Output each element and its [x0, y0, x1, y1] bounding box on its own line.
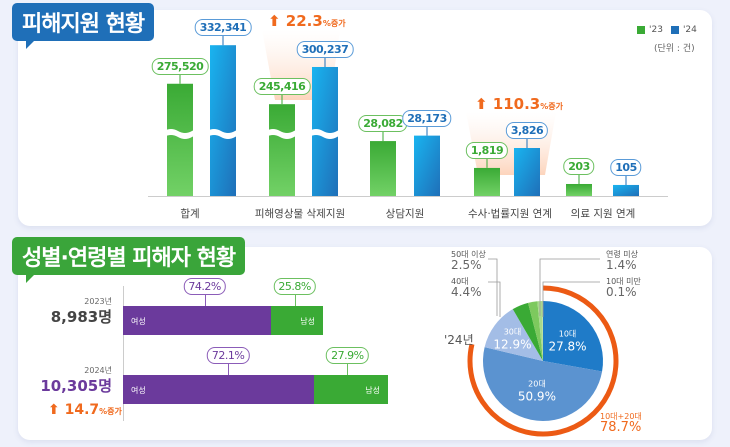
leader-line [488, 281, 501, 317]
bar-23 [566, 183, 592, 196]
legend-label-24: '24 [682, 25, 697, 35]
support-title: 피해지원 현황 [12, 3, 155, 49]
category-label: 의료 지원 연계 [570, 208, 636, 220]
female-pct: 74.2% [183, 278, 226, 295]
category-label: 수사·법률지원 연계 [468, 208, 552, 220]
pie-year: '24년 [444, 333, 474, 347]
legend: '23 '24 [637, 25, 697, 35]
category-label: 피해영상물 삭제지원 [254, 208, 346, 220]
pie-label-50s: 50대 이상 2.5% [451, 250, 486, 272]
year-label: 2024년 [84, 366, 112, 375]
leader-line [488, 258, 498, 316]
slice-label: 30대 [504, 327, 522, 336]
data-label: 275,520 [151, 57, 209, 75]
data-label: 3,826 [505, 122, 549, 139]
male-pct: 25.8% [273, 278, 316, 295]
legend-label-23: '23 [649, 25, 663, 35]
pie-label-40s: 40대 4.4% [451, 277, 482, 299]
bar-24 [514, 148, 540, 196]
leader-line [542, 281, 600, 317]
increase-legal: ⬆ 110.3%증가 [475, 95, 563, 113]
pie-slice [512, 302, 543, 361]
pie-slice [483, 347, 603, 422]
bar-24 [210, 45, 236, 197]
bar-23 [167, 83, 193, 196]
pie-label-under10: 10대 미만 0.1% [606, 277, 641, 299]
leader-line [539, 258, 600, 316]
bar-24 [414, 135, 440, 196]
data-label: 28,173 [402, 109, 452, 127]
male-bar: 남성 [271, 306, 323, 335]
axis-break [207, 129, 249, 139]
slice-label: 10대 [559, 329, 577, 338]
combined-label: 10대+20대 78.7% [600, 412, 642, 435]
slice-label: 20대 [528, 379, 546, 388]
increase-delete: ⬆ 22.3%증가 [268, 12, 346, 30]
bar-23 [269, 104, 295, 196]
pie-slice [537, 301, 543, 361]
axis-break [309, 129, 351, 139]
female-bar: 여성 [123, 306, 272, 335]
data-label: 332,341 [194, 19, 252, 37]
axis-line [123, 286, 124, 421]
male-pct: 27.9% [326, 347, 369, 364]
bar-23 [370, 141, 396, 196]
axis-break [164, 129, 206, 139]
slice-value: 27.8% [548, 339, 586, 353]
combined-ring [467, 285, 619, 437]
demographic-title: 성별·연령별 피해자 현황 [12, 237, 246, 283]
data-label: 245,416 [253, 78, 311, 96]
slice-value: 50.9% [518, 389, 556, 403]
category-label: 상담지원 [385, 208, 425, 220]
leader [228, 361, 230, 375]
data-label: 203 [563, 157, 595, 175]
legend-swatch-24 [670, 26, 679, 34]
legend-swatch-23 [637, 26, 645, 34]
bar-24 [613, 184, 639, 196]
unit-label: (단위 : 건) [654, 44, 695, 54]
pie-slice [528, 301, 543, 361]
data-label: 28,082 [358, 115, 408, 133]
female-bar: 여성 [123, 375, 315, 404]
category-label: 합계 [180, 208, 200, 220]
female-pct: 72.1% [206, 347, 250, 364]
leader [204, 292, 206, 306]
leader [294, 292, 296, 306]
leader [347, 361, 349, 375]
male-bar: 남성 [314, 375, 388, 404]
data-label: 1,819 [465, 141, 509, 159]
year-label: 2023년 [84, 297, 112, 306]
year-total: 10,305명 [40, 377, 112, 395]
pie-label-unknown: 연령 미상 1.4% [606, 250, 638, 272]
bar-23 [474, 167, 500, 196]
increase-victims: ⬆ 14.7%증가 [48, 402, 122, 418]
axis-break [266, 129, 308, 139]
pie-slice [543, 301, 603, 372]
data-label: 105 [610, 158, 642, 176]
pie-slice [484, 309, 543, 361]
year-total: 8,983명 [50, 308, 112, 326]
data-label: 300,237 [296, 40, 354, 58]
slice-value: 12.9% [493, 337, 531, 351]
